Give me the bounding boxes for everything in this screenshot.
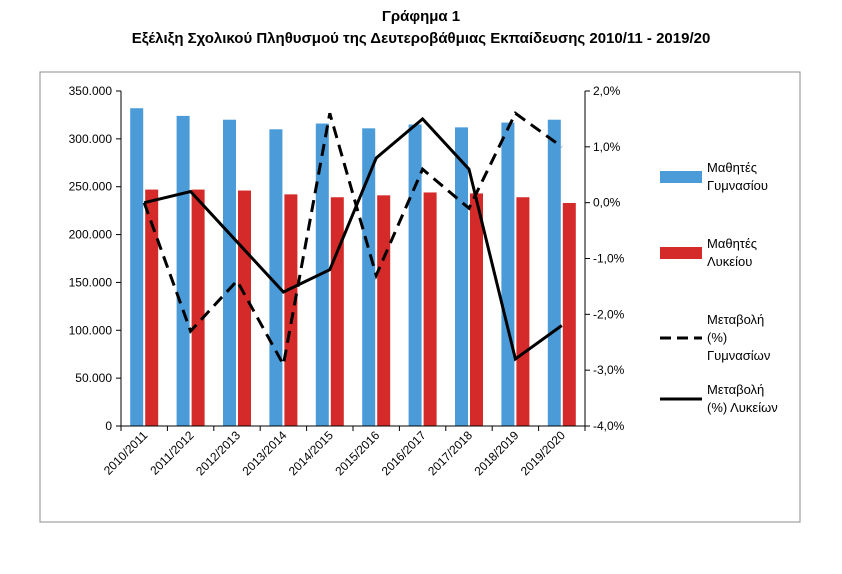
- left-tick-label: 200.000: [69, 228, 113, 242]
- legend-label: Μεταβολή: [707, 312, 764, 327]
- bar: [269, 129, 283, 427]
- bar: [330, 197, 344, 426]
- bar: [191, 189, 205, 426]
- bar: [408, 124, 422, 426]
- x-tick-label: 2012/2013: [193, 428, 243, 478]
- right-tick-label: 2,0%: [593, 84, 621, 98]
- x-tick-label: 2018/2019: [472, 428, 522, 478]
- bar: [501, 122, 515, 426]
- bar: [130, 108, 144, 426]
- right-tick-label: 0,0%: [593, 196, 621, 210]
- chart-title: Γράφημα 1: [381, 8, 461, 25]
- bar: [145, 189, 159, 426]
- left-tick-label: 350.000: [69, 84, 113, 98]
- left-tick-label: 100.000: [69, 323, 113, 337]
- x-tick-label: 2011/2012: [147, 428, 197, 478]
- x-tick-label: 2017/2018: [425, 428, 475, 478]
- legend-label: (%): [707, 330, 727, 345]
- bar: [547, 119, 561, 426]
- legend-label: Μαθητές: [707, 160, 757, 175]
- left-tick-label: 50.000: [75, 371, 112, 385]
- right-tick-label: -1,0%: [593, 252, 625, 266]
- bar: [470, 193, 483, 426]
- bar: [516, 197, 530, 426]
- series-line-lykeia: [143, 116, 563, 362]
- legend-label: (%) Λυκείων: [707, 400, 778, 415]
- series-line-gymnasia: [142, 111, 563, 369]
- bar: [423, 192, 437, 426]
- bar: [562, 202, 576, 426]
- plot-area: [130, 108, 576, 427]
- legend: Μαθητές Γυμνασίου Μαθητές Λυκείου Μεταβολή (%…: [660, 160, 778, 415]
- x-tick-label: 2010/2011: [101, 428, 151, 478]
- bar: [284, 194, 298, 426]
- bar: [455, 127, 468, 426]
- right-tick-label: -2,0%: [593, 307, 625, 321]
- legend-label: Γυμνασίων: [707, 348, 770, 363]
- legend-swatch: [660, 247, 702, 259]
- right-tick-label: -3,0%: [593, 363, 625, 377]
- right-tick-label: 1,0%: [593, 140, 621, 154]
- left-tick-label: 150.000: [69, 275, 113, 289]
- bar: [176, 115, 190, 426]
- left-tick-label: 300.000: [69, 132, 113, 146]
- legend-label: Γυμνασίου: [707, 178, 768, 193]
- x-tick-label: 2015/2016: [332, 428, 382, 478]
- legend-label: Μαθητές: [707, 236, 757, 251]
- x-tick-label: 2014/2015: [286, 428, 336, 478]
- bar: [238, 190, 251, 426]
- x-tick-label: 2016/2017: [379, 428, 429, 478]
- right-tick-label: -4,0%: [593, 419, 625, 433]
- legend-label: Λυκείου: [707, 254, 752, 269]
- x-tick-label: 2013/2014: [240, 428, 290, 478]
- left-tick-label: 0: [105, 419, 112, 433]
- bar: [223, 119, 236, 426]
- legend-label: Μεταβολή: [707, 382, 764, 397]
- left-tick-label: 250.000: [69, 180, 113, 194]
- legend-swatch: [660, 171, 702, 183]
- chart-subtitle: Εξέλιξη Σχολικού Πληθυσμού της Δευτεροβά…: [131, 30, 711, 47]
- bar: [362, 128, 376, 427]
- bar: [377, 195, 391, 426]
- x-tick-label: 2019/2020: [518, 428, 568, 478]
- chart-frame: [39, 71, 801, 523]
